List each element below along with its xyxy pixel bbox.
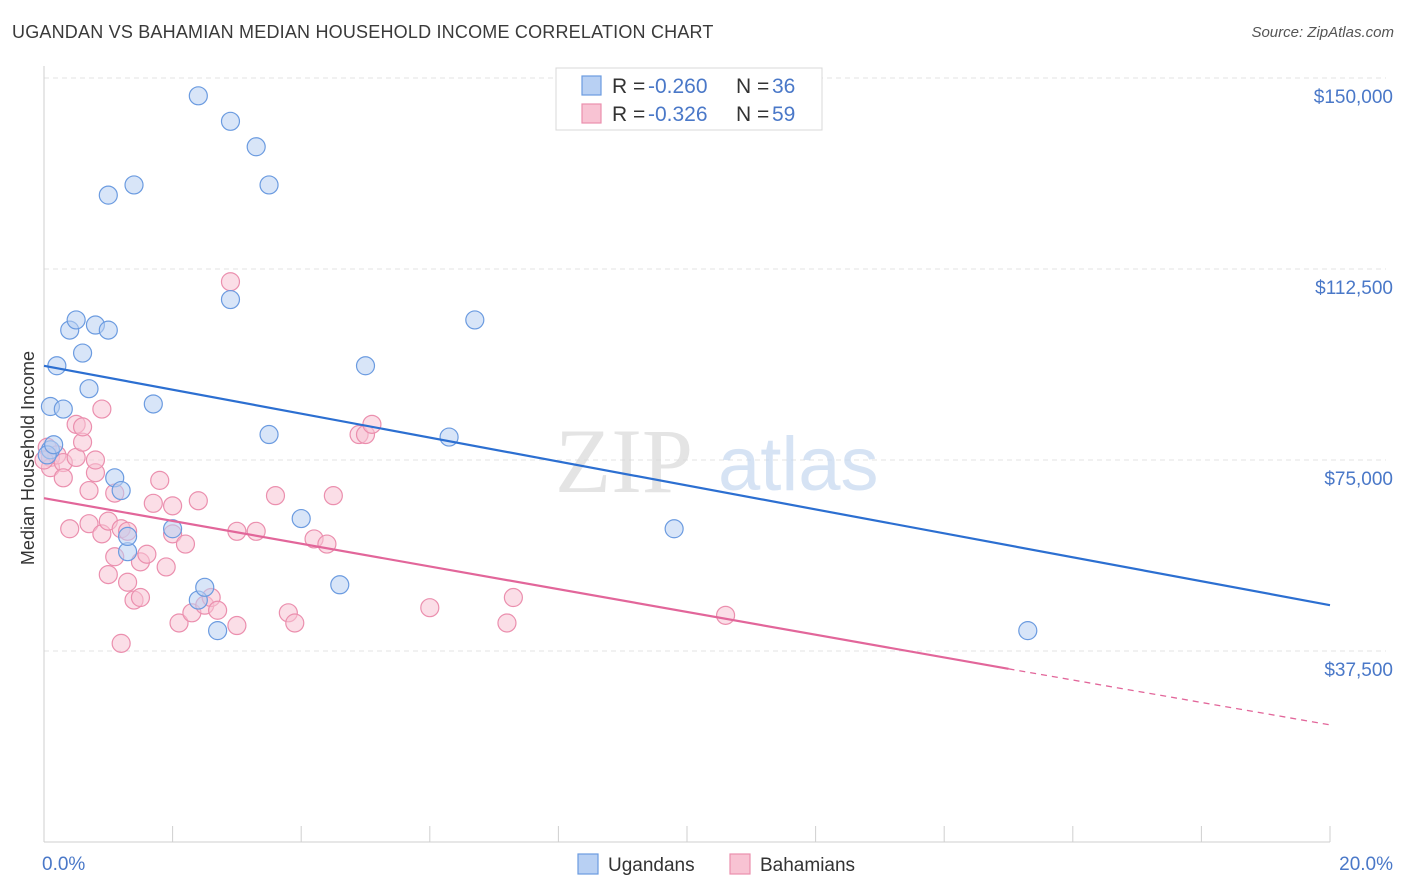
point-bahamians-32 (163, 496, 183, 516)
point-ugandans-11 (111, 480, 131, 501)
source-label: Source: ZipAtlas.com (1251, 24, 1394, 41)
svg-text:N =: N = (736, 103, 769, 126)
legend: R = -0.260 N = 36 R = -0.326 N = 59 (555, 67, 823, 131)
point-ugandans-15 (124, 175, 144, 195)
point-bahamians-41 (220, 272, 241, 292)
point-ugandans-5 (66, 310, 86, 330)
legend-swatch-ugandans (581, 75, 602, 96)
y-tick-label-3: $150,000 (1314, 87, 1393, 108)
legend-r-bahamians: -0.326 (648, 103, 708, 126)
chart-title: UGANDAN VS BAHAMIAN MEDIAN HOUSEHOLD INC… (12, 22, 714, 42)
point-bahamians-57 (715, 605, 736, 625)
x-tick-label-0: 0.0% (42, 854, 85, 875)
point-ugandans-28 (330, 575, 350, 595)
y-tick-labels: $37,500 $75,000 $112,500 $150,000 (1314, 87, 1393, 681)
point-ugandans-6 (72, 343, 93, 363)
bottom-legend-swatch-ugandans (577, 853, 599, 875)
point-ugandans-20 (195, 577, 215, 597)
point-ugandans-33 (1018, 621, 1038, 641)
legend-n-ugandans: 36 (772, 75, 795, 98)
point-ugandans-32 (664, 519, 684, 539)
point-ugandans-14 (98, 185, 118, 205)
point-bahamians-37 (188, 491, 208, 511)
watermark-atlas: atlas (718, 422, 879, 507)
point-bahamians-10 (72, 417, 93, 437)
watermark: ZIP atlas (555, 410, 879, 512)
point-bahamians-15 (92, 399, 112, 419)
point-bahamians-53 (362, 414, 382, 434)
gridlines (44, 77, 1386, 652)
point-bahamians-50 (323, 486, 343, 506)
point-bahamians-34 (169, 613, 189, 633)
bottom-legend-bahamians: Bahamians (760, 855, 855, 876)
point-ugandans-24 (246, 137, 266, 157)
point-ugandans-27 (291, 508, 311, 529)
point-bahamians-17 (98, 564, 118, 585)
point-bahamians-47 (285, 613, 305, 633)
point-ugandans-9 (98, 320, 118, 340)
watermark-zip: ZIP (555, 410, 693, 512)
bottom-legend-swatch-bahamians (729, 853, 751, 875)
point-bahamians-40 (208, 600, 228, 620)
point-ugandans-16 (143, 394, 163, 414)
bottom-legend-ugandans: Ugandans (608, 855, 695, 876)
series-ugandans-points (37, 86, 1038, 641)
point-bahamians-35 (175, 534, 196, 554)
point-ugandans-13 (117, 526, 138, 547)
x-tick-label-1: 20.0% (1339, 854, 1393, 875)
point-bahamians-43 (227, 615, 247, 636)
y-axis-title: Median Household Income (18, 351, 38, 565)
trend-line-bahamians-extension (1008, 668, 1331, 726)
point-ugandans-21 (208, 621, 228, 641)
point-bahamians-54 (420, 598, 440, 618)
trend-lines (43, 364, 1331, 726)
point-ugandans-7 (79, 379, 99, 399)
legend-r-ugandans: -0.260 (648, 75, 708, 98)
point-bahamians-26 (130, 587, 151, 608)
svg-text:R =: R = (612, 103, 645, 126)
y-tick-label-1: $75,000 (1324, 469, 1393, 490)
point-bahamians-24 (117, 572, 138, 592)
point-bahamians-56 (503, 587, 523, 608)
point-ugandans-17 (163, 519, 183, 539)
point-bahamians-14 (85, 450, 106, 470)
point-ugandans-26 (259, 175, 279, 195)
point-bahamians-45 (265, 486, 286, 506)
point-ugandans-23 (220, 111, 241, 131)
point-bahamians-28 (137, 544, 157, 564)
point-ugandans-29 (355, 356, 376, 376)
point-ugandans-35 (44, 435, 64, 455)
point-ugandans-18 (188, 86, 208, 106)
x-tick-labels: 0.0% 20.0% (42, 854, 1393, 875)
y-tick-label-2: $112,500 (1315, 278, 1393, 299)
y-tick-label-0: $37,500 (1324, 660, 1393, 681)
point-ugandans-2 (47, 356, 67, 376)
point-ugandans-3 (53, 399, 73, 419)
point-bahamians-55 (497, 613, 517, 633)
point-bahamians-5 (53, 468, 73, 488)
point-bahamians-11 (79, 480, 99, 501)
legend-n-bahamians: 59 (772, 103, 795, 126)
point-bahamians-22 (111, 633, 131, 653)
point-bahamians-29 (143, 493, 163, 513)
point-bahamians-31 (156, 557, 176, 577)
point-bahamians-30 (150, 470, 170, 490)
point-bahamians-12 (79, 514, 99, 534)
svg-text:N =: N = (736, 75, 769, 98)
trend-line-ugandans (43, 364, 1331, 607)
point-ugandans-25 (259, 424, 279, 445)
trend-line-bahamians (43, 497, 1009, 670)
legend-swatch-bahamians (581, 103, 602, 124)
point-ugandans-31 (465, 310, 485, 330)
svg-text:R =: R = (612, 75, 645, 98)
point-ugandans-22 (220, 289, 241, 310)
bottom-legend: Ugandans Bahamians (577, 853, 855, 876)
point-bahamians-6 (60, 519, 80, 539)
